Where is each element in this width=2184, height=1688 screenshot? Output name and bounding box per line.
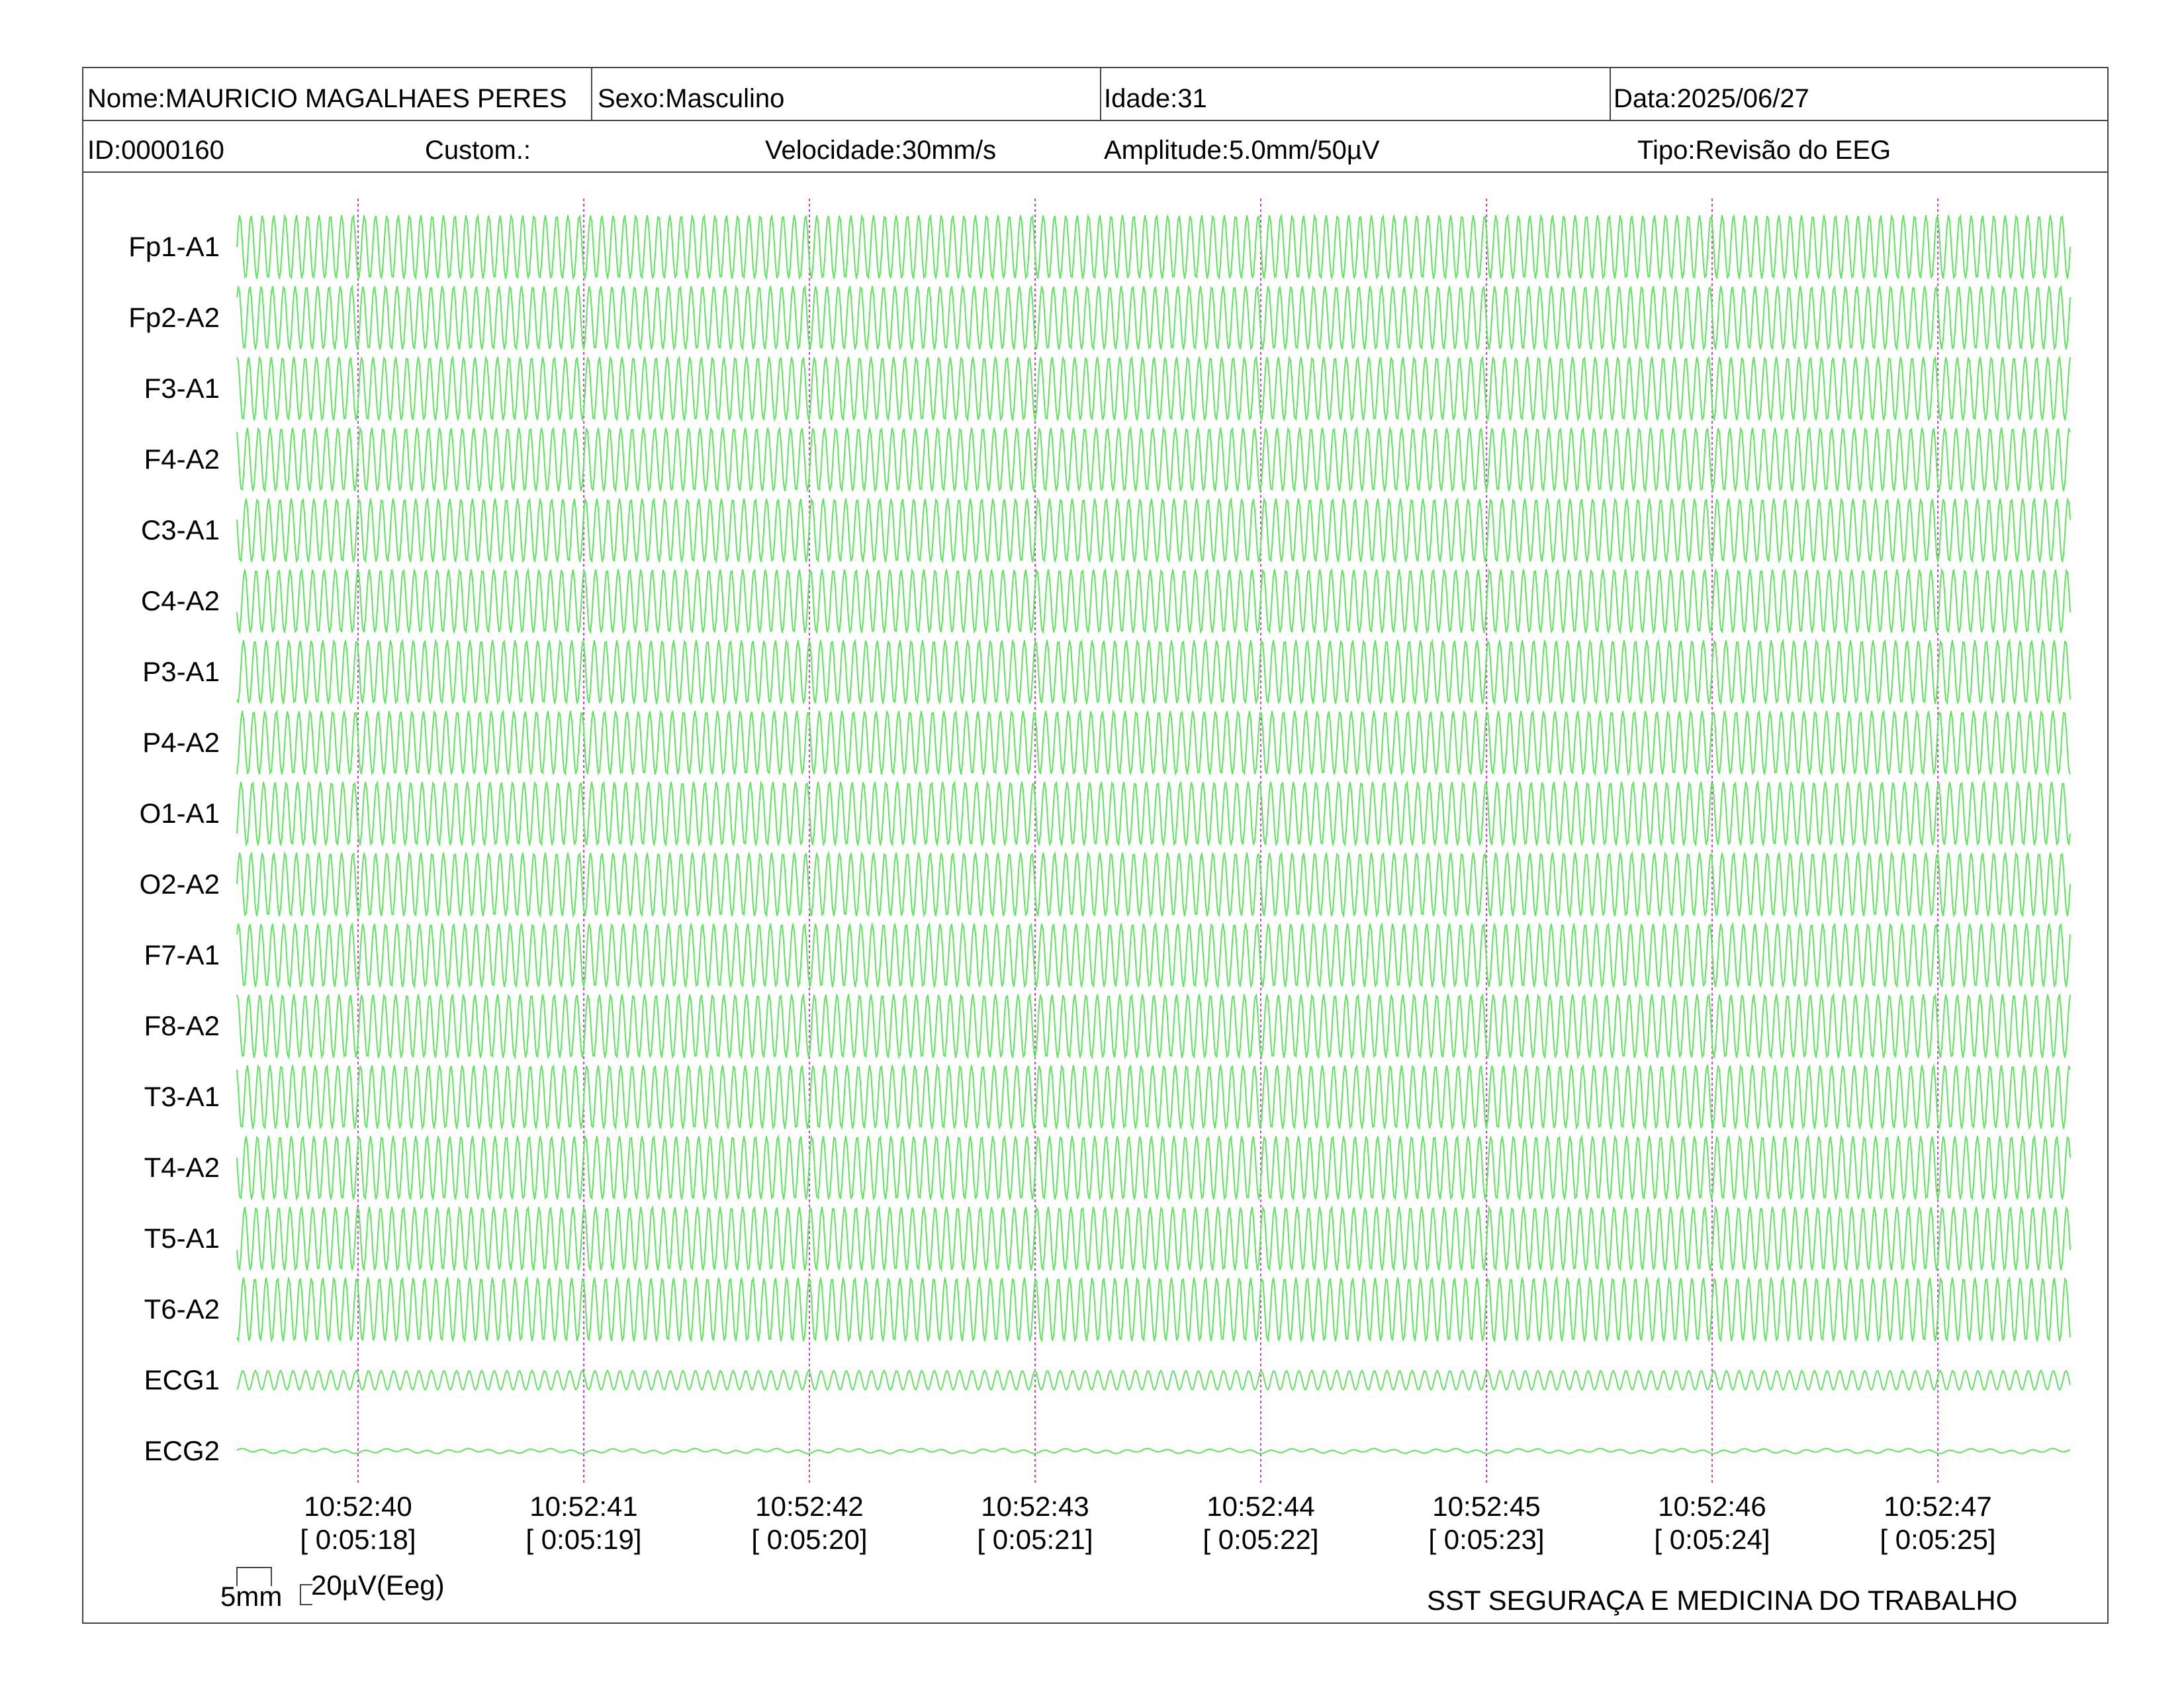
trace-t6-a2	[236, 1276, 2071, 1343]
header-col-divider-3	[1610, 67, 1611, 120]
patient-id: ID:0000160	[87, 136, 224, 165]
time-tick-elapsed: [ 0:05:20]	[751, 1524, 867, 1555]
channel-label-ecg2: ECG2	[144, 1435, 220, 1466]
trace-f8-a2	[236, 992, 2071, 1060]
record-date: Data:2025/06/27	[1614, 84, 1809, 113]
channel-label-f3-a1: F3-A1	[144, 373, 220, 404]
trace-p3-a1	[236, 638, 2071, 706]
time-tick-clock: 10:52:46	[1658, 1491, 1766, 1522]
paper-speed: Velocidade:30mm/s	[765, 136, 997, 165]
time-tick-elapsed: [ 0:05:25]	[1880, 1524, 1995, 1555]
channel-label-fp1-a1: Fp1-A1	[128, 231, 220, 262]
channel-label-c4-a2: C4-A2	[141, 585, 220, 616]
time-tick-elapsed: [ 0:05:21]	[977, 1524, 1093, 1555]
time-tick-elapsed: [ 0:05:22]	[1203, 1524, 1318, 1555]
channel-label-f8-a2: F8-A2	[144, 1010, 220, 1041]
trace-fp2-a2	[236, 284, 2071, 352]
channel-label-f4-a2: F4-A2	[144, 444, 220, 475]
trace-c4-a2	[236, 567, 2071, 635]
header-divider-1	[82, 120, 2109, 121]
scale-bar-amp-label: 20µV(Eeg)	[311, 1570, 445, 1601]
channel-label-t4-a2: T4-A2	[144, 1152, 220, 1183]
trace-o2-a2	[236, 851, 2071, 918]
trace-fp1-a1	[236, 213, 2071, 281]
trace-p4-a2	[236, 709, 2071, 776]
channel-label-t6-a2: T6-A2	[144, 1293, 220, 1325]
patient-sex: Sexo:Masculino	[598, 84, 785, 113]
time-tick-clock: 10:52:43	[981, 1491, 1089, 1522]
trace-c3-a1	[236, 496, 2071, 564]
trace-f3-a1	[236, 355, 2071, 422]
channel-label-f7-a1: F7-A1	[144, 939, 220, 970]
time-tick-elapsed: [ 0:05:23]	[1428, 1524, 1544, 1555]
amplitude-setting: Amplitude:5.0mm/50µV	[1104, 136, 1380, 165]
channel-label-c3-a1: C3-A1	[141, 514, 220, 545]
channel-label-ecg1: ECG1	[144, 1364, 220, 1395]
channel-label-o2-a2: O2-A2	[140, 868, 220, 900]
trace-o1-a1	[236, 780, 2071, 847]
channel-label-o1-a1: O1-A1	[140, 798, 220, 829]
time-tick-clock: 10:52:41	[529, 1491, 638, 1522]
channel-label-p3-a1: P3-A1	[142, 656, 220, 687]
channel-label-t3-a1: T3-A1	[144, 1081, 220, 1112]
custom-field: Custom.:	[425, 136, 531, 165]
patient-name: Nome:MAURICIO MAGALHAES PERES	[87, 84, 567, 113]
scale-bar-amp-icon	[300, 1584, 312, 1605]
time-tick-clock: 10:52:42	[755, 1491, 864, 1522]
channel-label-t5-a1: T5-A1	[144, 1223, 220, 1254]
report-frame	[82, 67, 2109, 1624]
trace-t5-a1	[236, 1205, 2071, 1272]
time-tick-elapsed: [ 0:05:24]	[1654, 1524, 1770, 1555]
header-col-divider-2	[1100, 67, 1101, 120]
time-tick-elapsed: [ 0:05:18]	[300, 1524, 416, 1555]
trace-t4-a2	[236, 1134, 2071, 1201]
trace-ecg1	[236, 1369, 2071, 1391]
patient-age: Idade:31	[1104, 84, 1207, 113]
scale-bar-time-label: 5mm	[220, 1581, 283, 1612]
time-tick-elapsed: [ 0:05:19]	[525, 1524, 641, 1555]
channel-label-fp2-a2: Fp2-A2	[128, 302, 220, 333]
trace-ecg2	[236, 1448, 2071, 1454]
trace-f4-a2	[236, 426, 2071, 493]
trace-f7-a1	[236, 921, 2071, 989]
trace-t3-a1	[236, 1063, 2071, 1131]
time-tick-clock: 10:52:44	[1206, 1491, 1315, 1522]
header-col-divider-1	[591, 67, 592, 120]
channel-label-p4-a2: P4-A2	[142, 727, 220, 758]
time-tick-clock: 10:52:40	[304, 1491, 412, 1522]
header-divider-2	[82, 171, 2109, 173]
time-tick-clock: 10:52:45	[1432, 1491, 1541, 1522]
time-tick-clock: 10:52:47	[1884, 1491, 1992, 1522]
scale-bar-time-icon	[236, 1567, 272, 1586]
review-type: Tipo:Revisão do EEG	[1637, 136, 1891, 165]
institution-name: SST SEGURAÇA E MEDICINA DO TRABALHO	[1427, 1585, 2018, 1616]
